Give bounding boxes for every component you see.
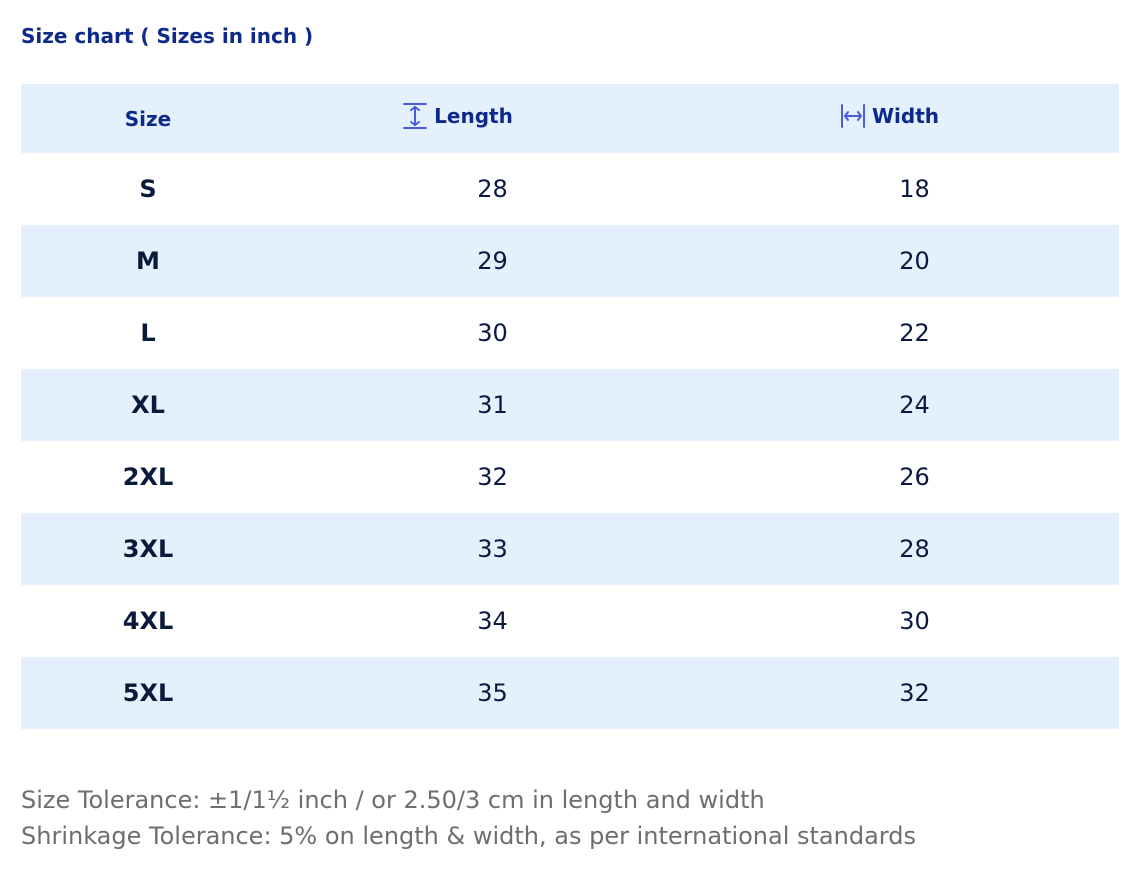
size-cell: 2XL [122, 463, 174, 491]
table-row: L 30 22 [21, 297, 1119, 369]
table-row: M 29 20 [21, 225, 1119, 297]
length-cell: 29 [477, 247, 508, 275]
table-row: XL 31 24 [21, 369, 1119, 441]
length-cell: 35 [477, 679, 508, 707]
width-cell: 24 [899, 391, 930, 419]
size-chart-table: Size Length [21, 84, 1119, 729]
width-cell: 32 [899, 679, 930, 707]
width-cell: 30 [899, 607, 930, 635]
length-cell: 28 [477, 175, 508, 203]
length-cell: 30 [477, 319, 508, 347]
size-column-header: Size [124, 106, 172, 131]
width-cell: 18 [899, 175, 930, 203]
table-header-row: Size Length [21, 84, 1119, 153]
width-header-label: Width [871, 104, 940, 128]
size-cell: M [136, 247, 160, 275]
size-cell: L [140, 319, 156, 347]
size-chart-title: Size chart ( Sizes in inch ) [21, 24, 314, 48]
length-cell: 33 [477, 535, 508, 563]
width-cell: 26 [899, 463, 930, 491]
width-cell: 28 [899, 535, 930, 563]
table-row: 5XL 35 32 [21, 657, 1119, 729]
length-cell: 32 [477, 463, 508, 491]
horizontal-measure-icon [840, 104, 865, 128]
size-cell: S [139, 175, 157, 203]
length-cell: 31 [477, 391, 508, 419]
length-header-label: Length [434, 104, 513, 128]
length-column-header: Length [275, 84, 710, 153]
vertical-measure-icon [403, 103, 428, 129]
width-column-header: Width [710, 84, 1119, 153]
width-cell: 22 [899, 319, 930, 347]
length-cell: 34 [477, 607, 508, 635]
table-row: 4XL 34 30 [21, 585, 1119, 657]
table-row: 2XL 32 26 [21, 441, 1119, 513]
width-cell: 20 [899, 247, 930, 275]
table-row: 3XL 33 28 [21, 513, 1119, 585]
size-cell: 5XL [122, 679, 174, 707]
size-cell: 3XL [122, 535, 174, 563]
shrinkage-tolerance-note: Shrinkage Tolerance: 5% on length & widt… [21, 822, 916, 850]
table-row: S 28 18 [21, 153, 1119, 225]
size-tolerance-note: Size Tolerance: ±1/1½ inch / or 2.50/3 c… [21, 786, 765, 814]
size-cell: 4XL [122, 607, 174, 635]
size-cell: XL [131, 391, 165, 419]
